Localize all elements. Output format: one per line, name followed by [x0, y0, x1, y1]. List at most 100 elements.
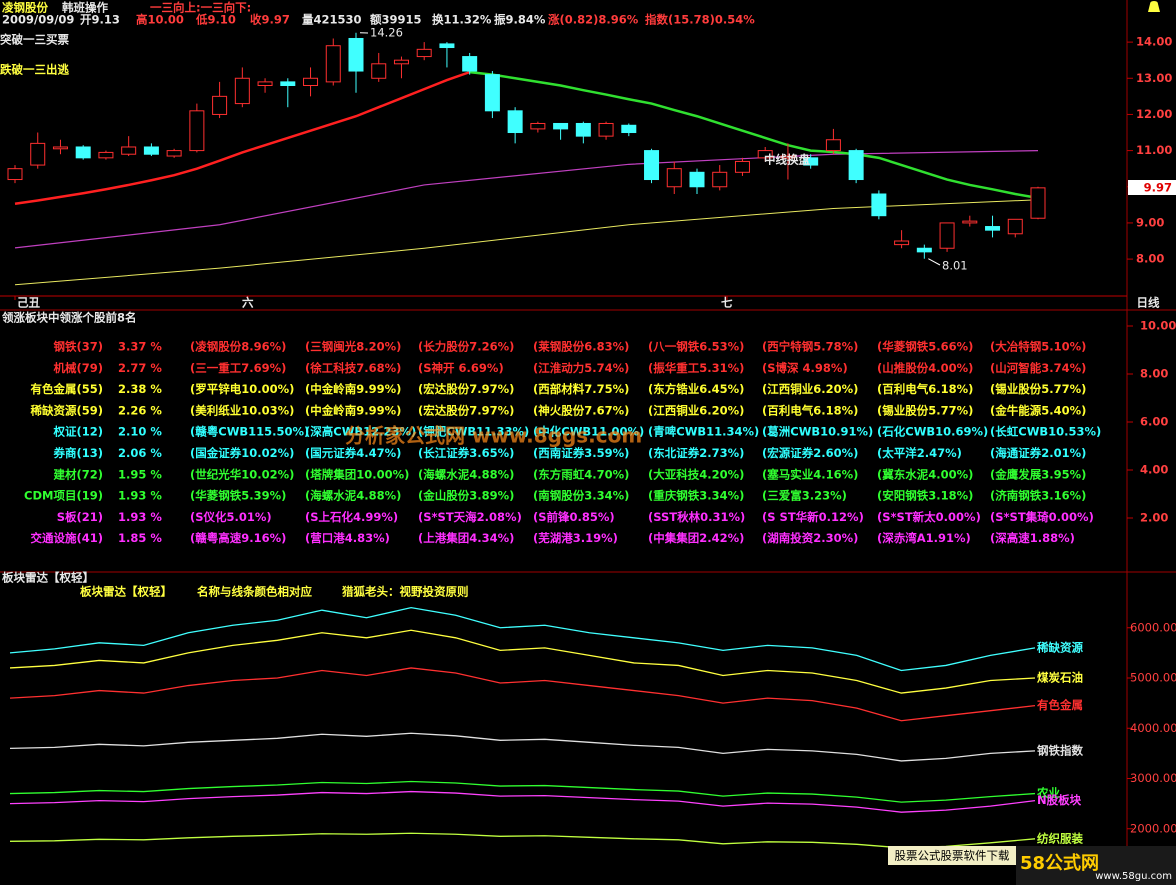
low-label: 8.01 — [942, 259, 968, 273]
candle-body — [712, 171, 728, 188]
stock-item: (百利电气6.18%) — [762, 403, 858, 417]
quote-item: 换11.32% — [432, 13, 492, 27]
radar-line — [9, 606, 1036, 672]
candle-body — [303, 77, 319, 87]
sector-row: 有色金属(55) 2.38 % (罗平锌电10.00%) (中金岭南9.99%) (宏达… — [30, 382, 1086, 396]
y-tick-label: 14.00 — [1136, 35, 1172, 49]
candle-body — [325, 45, 341, 83]
stock-item: (华菱钢铁5.39%) — [190, 489, 286, 503]
sector-change: 1.85 % — [118, 531, 162, 545]
stock-item: (神火股份7.67%) — [533, 403, 629, 417]
sector-name: 建材(72) — [53, 467, 103, 481]
panel-title: 领涨板块中领涨个股前8名 — [1, 311, 137, 325]
candle-body — [143, 146, 159, 155]
candle-body — [75, 146, 91, 159]
sector-change: 2.10 % — [118, 425, 162, 439]
candle-body — [52, 146, 68, 150]
stock-item: (海螺水泥4.88%) — [418, 467, 514, 481]
sector-row: 钢铁(37) 3.37 % (凌钢股份8.96%) (三钢闽光8.20%) (长力股份7… — [53, 340, 1086, 354]
series-label: 有色金属 — [1037, 698, 1083, 712]
stock-item: (济南钢铁3.16%) — [990, 489, 1086, 503]
candle-body — [575, 122, 591, 137]
x-tick-label: 六 — [242, 296, 254, 310]
candle-body — [939, 222, 955, 249]
stock-item: (金牛能源5.40%) — [990, 403, 1086, 417]
stock-item: (S ST华新0.12%) — [762, 510, 864, 524]
stock-item: (江西铜业6.20%) — [648, 403, 744, 417]
candle-body — [416, 48, 432, 58]
y-tick-label: 4000.00 — [1130, 721, 1176, 735]
radar-line — [9, 629, 1036, 694]
candle-body — [803, 157, 819, 166]
radar-line — [9, 790, 1036, 813]
candle-body — [780, 155, 796, 159]
stock-item: (S*ST新太0.00%) — [877, 510, 981, 524]
high-label: 14.26 — [370, 26, 403, 40]
stock-item: (青啤CWB11.34%) — [648, 425, 759, 439]
ma-line — [14, 70, 471, 205]
ma-line — [14, 149, 1039, 249]
stock-item: (营口港4.83%) — [305, 531, 390, 545]
quote-item: 振9.84% — [494, 13, 546, 27]
stock-item: (莱钢股份6.83%) — [533, 340, 629, 354]
radar-line — [9, 667, 1036, 722]
stock-item: (大冶特钢5.10%) — [990, 340, 1086, 354]
radar-line — [9, 832, 1036, 849]
sector-table: 2.00 4.00 6.00 8.00 10.00 钢铁(37) 3.37 % (凌钢股份8.… — [24, 319, 1176, 546]
stock-item: (金鹰发展3.95%) — [990, 467, 1086, 481]
download-link[interactable]: 股票公式股票软件下载 — [895, 849, 1010, 863]
stock-item: (西部材料7.75%) — [533, 382, 629, 396]
stock-item: (长力股份7.26%) — [418, 340, 514, 354]
candle-body — [189, 110, 205, 152]
stock-item: (塔牌集团10.00%) — [305, 467, 409, 481]
download-box[interactable] — [888, 846, 1016, 865]
stock-item: (长虹CWB10.53%) — [990, 425, 1101, 439]
stock-item: (S上石化4.99%) — [305, 510, 398, 524]
candle-body — [1007, 218, 1023, 235]
stock-item: (赣粤高速9.16%) — [190, 531, 286, 545]
sector-name: 交通设施(41) — [30, 531, 103, 545]
sector-row: 交通设施(41) 1.85 % (赣粤高速9.16%) (营口港4.83%) (上港集团… — [30, 531, 1074, 545]
sell-label: 跌破一三出逃 — [0, 63, 69, 77]
stock-item: (上港集团4.34%) — [418, 531, 514, 545]
stock-item: (深赤湾A1.91%) — [877, 531, 971, 545]
sector-row: 建材(72) 1.95 % (世纪光华10.02%) (塔牌集团10.00%) (海螺水… — [53, 467, 1086, 481]
y-tick-label: 11.00 — [1136, 143, 1172, 157]
candle-body — [621, 124, 637, 134]
logo-box — [1016, 846, 1176, 885]
candle-body — [985, 226, 1001, 231]
candle-body — [825, 139, 841, 152]
candle-body — [757, 150, 773, 159]
ma-line — [469, 70, 1039, 200]
candle-body — [962, 220, 978, 224]
period[interactable]: 日线 — [1137, 296, 1160, 310]
quote-item: 量421530 — [302, 13, 362, 27]
candle-body — [871, 193, 887, 217]
stock-item: (三爱富3.23%) — [762, 489, 847, 503]
sector-name: 钢铁(37) — [53, 340, 103, 354]
alert-icon[interactable] — [1148, 1, 1160, 12]
radar-subtitle: 猎狐老头：视野投资原则 — [342, 585, 469, 599]
candle-body — [848, 150, 864, 181]
stock-item: (长江证券3.65%) — [418, 446, 514, 460]
series-label: 钢铁指数 — [1037, 743, 1083, 757]
signal: 一三向上:一三向下: — [150, 1, 251, 15]
quote-item: 指数(15.78)0.54% — [645, 13, 755, 27]
stock-item: (江淮动力5.74%) — [533, 361, 629, 375]
quote-item: 高10.00 — [136, 13, 184, 27]
stock-item: (S仪化5.01%) — [190, 510, 272, 524]
x-tick-label: 己丑 — [17, 296, 40, 310]
candle-body — [212, 95, 228, 115]
stock-item: (芜湖港3.19%) — [533, 531, 618, 545]
stock-item: (南钢股份3.34%) — [533, 489, 629, 503]
y-tick-label: 6000.00 — [1130, 620, 1176, 634]
stock-item: (凌钢股份8.96%) — [190, 340, 286, 354]
stock-item: (西宁特钢5.78%) — [762, 340, 858, 354]
sector-change: 2.26 % — [118, 403, 162, 417]
stock-item: (山推股份4.00%) — [877, 361, 973, 375]
candle-body — [371, 63, 387, 79]
stock-item: (东方锆业6.45%) — [648, 382, 744, 396]
stock-item: (锡业股份5.77%) — [877, 403, 973, 417]
radar-subtitle: 板块雷达【权轻】 — [80, 585, 172, 599]
